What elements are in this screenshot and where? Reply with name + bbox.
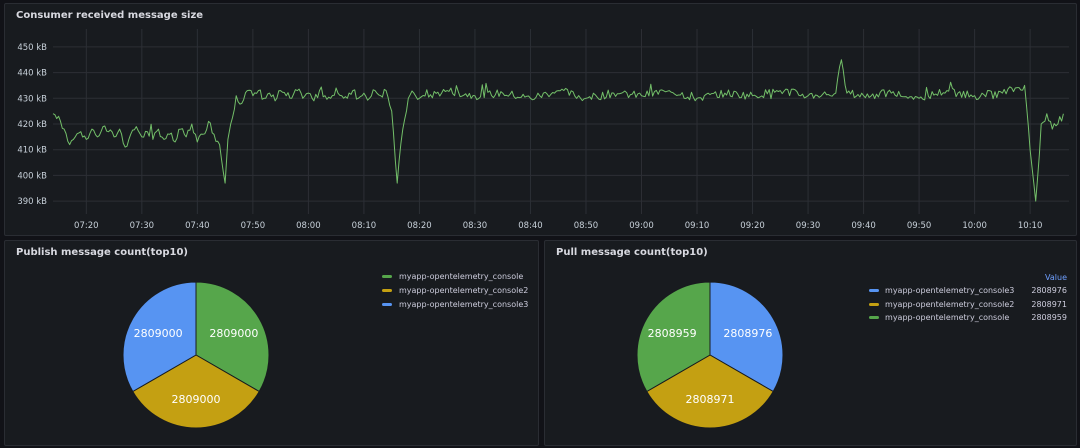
series-line[interactable] (52, 59, 1064, 202)
line-chart: 390 kB 400 kB 410 kB 420 kB 430 kB 440 kB 450 … (17, 29, 1069, 231)
x-tick-label: 07:40 (185, 221, 210, 231)
y-tick-label: 390 kB (17, 197, 47, 207)
x-tick-label: 08:10 (352, 221, 377, 231)
pull-pie-chart: 2808976 2808971 2808959 (636, 281, 784, 429)
x-tick-label: 08:50 (574, 221, 599, 231)
y-tick-label: 450 kB (17, 43, 47, 53)
legend-swatch (382, 302, 392, 306)
legend-label: myapp-opentelemetry_console (885, 313, 1010, 323)
legend-value: 2808971 (1031, 299, 1067, 309)
legend-label: myapp-opentelemetry_console3 (885, 286, 1015, 296)
pie-slice[interactable] (636, 281, 711, 393)
y-tick-label: 440 kB (17, 69, 47, 79)
pie-slice[interactable] (122, 281, 197, 393)
x-tick-label: 08:20 (407, 221, 432, 231)
x-tick-label: 08:30 (463, 221, 488, 231)
x-tick-label: 09:30 (796, 221, 821, 231)
x-tick-label: 07:50 (241, 221, 266, 231)
slice-label: 2808959 (648, 327, 697, 340)
legend-label: myapp-opentelemetry_console2 (885, 299, 1015, 309)
pie-slice[interactable] (709, 281, 784, 393)
legend-row[interactable]: myapp-opentelemetry_console3 2808976 (866, 284, 1070, 298)
panel-title[interactable]: Consumer received message size (16, 10, 204, 21)
legend-item[interactable]: myapp-opentelemetry_console3 (382, 297, 528, 311)
x-tick-label: 08:00 (296, 221, 321, 231)
x-tick-label: 10:10 (1018, 221, 1043, 231)
x-tick-label: 07:30 (130, 221, 155, 231)
x-tick-label: 07:20 (74, 221, 99, 231)
legend-value: 2808976 (1031, 286, 1067, 296)
pull-legend: Value myapp-opentelemetry_console3 280897… (866, 270, 1070, 325)
legend-row[interactable]: myapp-opentelemetry_console2 2808971 (866, 298, 1070, 312)
y-tick-label: 410 kB (17, 146, 47, 156)
panel-title[interactable]: Pull message count(top10) (556, 247, 708, 258)
legend-swatch (869, 302, 880, 306)
slice-label: 2808971 (686, 393, 735, 406)
legend-label: myapp-opentelemetry_console2 (399, 285, 529, 295)
y-tick-label: 420 kB (17, 120, 47, 130)
legend-value: 2808959 (1031, 313, 1067, 323)
legend-row[interactable]: myapp-opentelemetry_console 2808959 (866, 311, 1070, 325)
legend-label: myapp-opentelemetry_console (399, 271, 524, 281)
slice-label: 2809000 (172, 393, 221, 406)
x-tick-label: 08:40 (518, 221, 543, 231)
x-tick-label: 09:00 (629, 221, 654, 231)
publish-legend: myapp-opentelemetry_console myapp-opentel… (382, 269, 528, 311)
legend-swatch (382, 288, 392, 292)
panel-title[interactable]: Publish message count(top10) (16, 247, 188, 258)
pull-panel: Pull message count(top10) 2808976 2808971… (544, 240, 1077, 446)
legend-swatch (382, 274, 392, 278)
x-tick-label: 09:50 (907, 221, 932, 231)
legend-item[interactable]: myapp-opentelemetry_console (382, 269, 528, 283)
y-tick-label: 430 kB (17, 94, 47, 104)
legend-value-header[interactable]: Value (1045, 272, 1067, 282)
publish-panel: Publish message count(top10) 2809000 2809… (4, 240, 539, 446)
legend-swatch (869, 289, 880, 293)
y-tick-label: 400 kB (17, 171, 47, 181)
legend-item[interactable]: myapp-opentelemetry_console2 (382, 283, 528, 297)
slice-label: 2808976 (723, 327, 772, 340)
pie-slice[interactable] (195, 281, 270, 393)
legend-label: myapp-opentelemetry_console3 (399, 299, 529, 309)
slice-label: 2809000 (134, 327, 183, 340)
publish-pie-chart: 2809000 2809000 2809000 (122, 281, 270, 429)
x-tick-label: 09:40 (851, 221, 876, 231)
x-tick-label: 09:20 (740, 221, 765, 231)
x-tick-label: 10:00 (962, 221, 987, 231)
line-panel: Consumer received message size 390 kB 400… (4, 3, 1077, 236)
x-tick-label: 09:10 (685, 221, 710, 231)
legend-swatch (869, 316, 880, 320)
slice-label: 2809000 (209, 327, 258, 340)
